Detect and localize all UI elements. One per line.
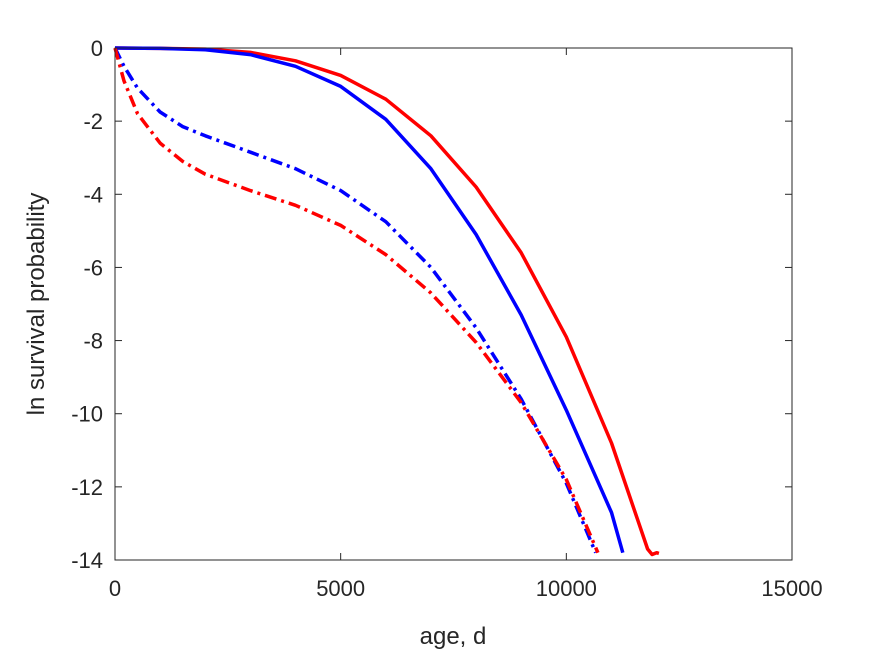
x-tick-label: 10000 [536,576,597,601]
y-tick-label: -2 [83,109,103,134]
y-tick-label: 0 [91,36,103,61]
y-tick-label: -10 [71,402,103,427]
plot-frame [114,47,793,561]
y-tick-label: -12 [71,475,103,500]
y-tick-label: -4 [83,182,103,207]
y-tick-label: -6 [83,255,103,280]
y-tick-label: -8 [83,329,103,354]
series-line-2 [114,46,625,554]
y-tick-label: -14 [71,548,103,573]
series-layer [113,46,660,557]
plot-background [115,48,792,560]
x-tick-label: 5000 [316,576,365,601]
ticks-layer: 0 5000 10000 15000 0 -2 -4 -6 -8 -10 -12 -14 [71,36,822,601]
x-tick-label: 0 [109,576,121,601]
series-line-4 [113,47,600,554]
x-axis-label: age, d [420,623,487,650]
series-line-3 [113,47,598,554]
x-tick-label: 15000 [761,576,822,601]
y-axis-label: ln survival probability [23,193,50,416]
